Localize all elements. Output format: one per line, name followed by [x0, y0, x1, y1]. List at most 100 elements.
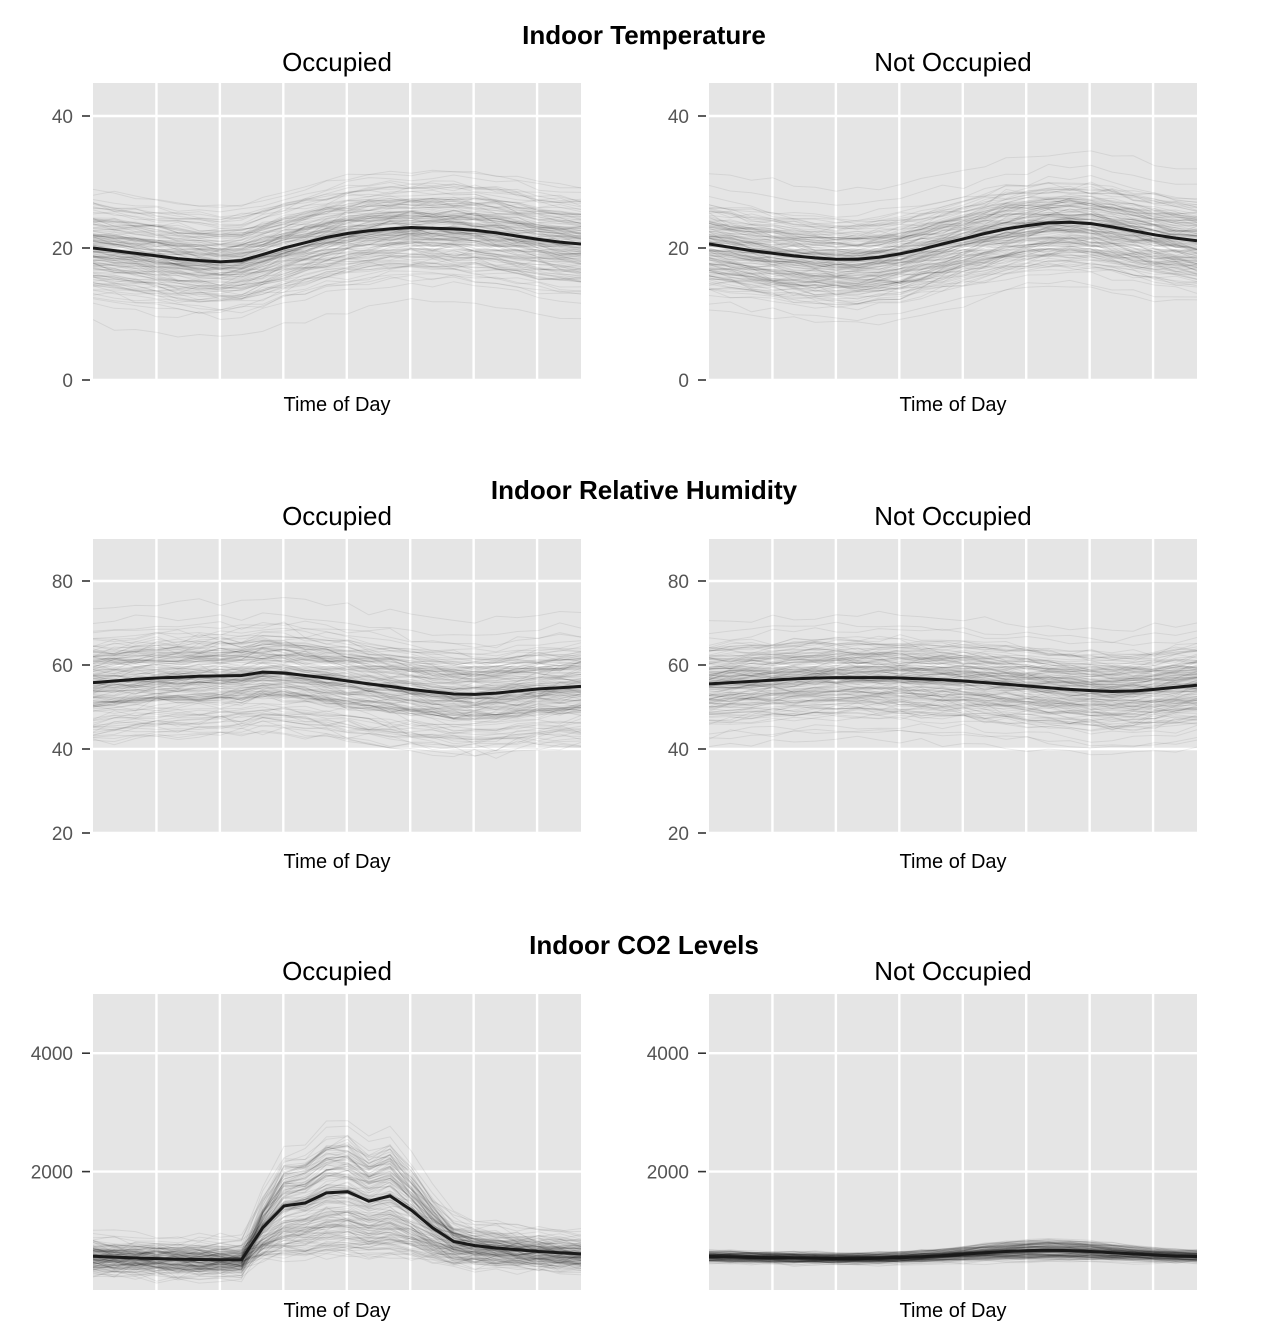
trace-line	[709, 664, 1197, 685]
chart-panel-0: Indoor Temperature Occupied 0 20 40 Time of D…	[52, 20, 766, 416]
trace-line	[709, 1241, 1197, 1260]
trace-line	[709, 655, 1197, 673]
trace-line	[93, 196, 581, 232]
panel-title: Not Occupied	[874, 501, 1032, 531]
trace-line	[93, 679, 581, 706]
trace-line	[709, 182, 1197, 225]
trace-line	[709, 239, 1197, 284]
trace-line	[93, 1163, 581, 1271]
trace-line	[93, 201, 581, 238]
trace-line	[709, 199, 1197, 246]
trace-line	[709, 1256, 1197, 1262]
trace-line	[93, 1225, 581, 1266]
trace-line	[93, 1143, 581, 1261]
trace-line	[93, 206, 581, 246]
trace-line	[93, 683, 581, 712]
trace-line	[93, 1154, 581, 1256]
trace-line	[93, 232, 581, 270]
trace-line	[93, 622, 581, 649]
trace-line	[93, 1219, 581, 1249]
trace-line	[709, 215, 1197, 255]
trace-line	[93, 216, 581, 254]
trace-line	[709, 233, 1197, 277]
trace-line	[93, 654, 581, 684]
trace-line	[709, 1252, 1197, 1265]
trace-line	[93, 686, 581, 711]
trace-line	[93, 218, 581, 261]
trace-line	[709, 635, 1197, 657]
trace-line	[93, 241, 581, 279]
trace-line	[93, 256, 581, 290]
trace-line	[93, 261, 581, 300]
trace-line	[93, 191, 581, 227]
trace-line	[709, 654, 1197, 674]
trace-line	[709, 663, 1197, 682]
trace-line	[709, 690, 1197, 709]
trace-line	[93, 706, 581, 732]
trace-line	[93, 200, 581, 237]
trace-line	[93, 1205, 581, 1259]
trace-line	[93, 690, 581, 719]
trace-line	[93, 641, 581, 670]
trace-line	[93, 196, 581, 233]
trace-line	[93, 1134, 581, 1268]
y-tick-label: 20	[52, 239, 73, 260]
trace-line	[93, 270, 581, 311]
trace-line	[709, 204, 1197, 247]
trace-line	[709, 216, 1197, 257]
trace-line	[709, 651, 1197, 673]
trace-line	[93, 647, 581, 678]
trace-line	[93, 244, 581, 282]
trace-line	[709, 1253, 1197, 1264]
trace-line	[93, 232, 581, 271]
trace-line	[93, 709, 581, 734]
trace-line	[93, 237, 581, 276]
trace-line	[93, 716, 581, 749]
trace-line	[709, 728, 1197, 747]
trace-line	[709, 696, 1197, 718]
trace-line	[93, 232, 581, 269]
trace-line	[709, 652, 1197, 673]
trace-line	[709, 265, 1197, 309]
section-title: Indoor Relative Humidity	[491, 475, 798, 505]
trace-line	[709, 659, 1197, 683]
trace-line	[709, 236, 1197, 278]
trace-line	[93, 1224, 581, 1255]
trace-line	[93, 693, 581, 720]
trace-line	[709, 1242, 1197, 1258]
trace-line	[93, 694, 581, 717]
trace-line	[93, 693, 581, 717]
trace-line	[709, 669, 1197, 690]
trace-line	[709, 1242, 1197, 1259]
trace-line	[93, 1199, 581, 1264]
trace-line	[93, 1192, 581, 1271]
trace-line	[93, 1185, 581, 1259]
trace-line	[709, 659, 1197, 680]
plot-background	[709, 994, 1197, 1290]
trace-line	[93, 249, 581, 289]
mean-line	[709, 1248, 1197, 1261]
trace-line	[709, 215, 1197, 256]
trace-line	[93, 708, 581, 732]
trace-line	[709, 206, 1197, 248]
trace-line	[709, 285, 1197, 326]
trace-line	[709, 657, 1197, 677]
trace-line	[93, 1166, 581, 1273]
trace-line	[93, 185, 581, 223]
trace-line	[93, 255, 581, 296]
trace-line	[93, 210, 581, 251]
trace-line	[709, 214, 1197, 257]
trace-line	[93, 690, 581, 720]
trace-line	[93, 1232, 581, 1271]
trace-line	[93, 226, 581, 267]
trace-line	[709, 714, 1197, 732]
trace-line	[709, 236, 1197, 278]
x-axis-label: Time of Day	[899, 1300, 1006, 1322]
trace-line	[709, 186, 1197, 228]
mean-line	[709, 676, 1197, 694]
chart-panel-5: Not Occupied 2000 4000 Time of Day	[647, 956, 1197, 1322]
trace-line	[709, 1247, 1197, 1256]
trace-line	[93, 661, 581, 687]
trace-line	[93, 1201, 581, 1262]
trace-line	[93, 1232, 581, 1274]
